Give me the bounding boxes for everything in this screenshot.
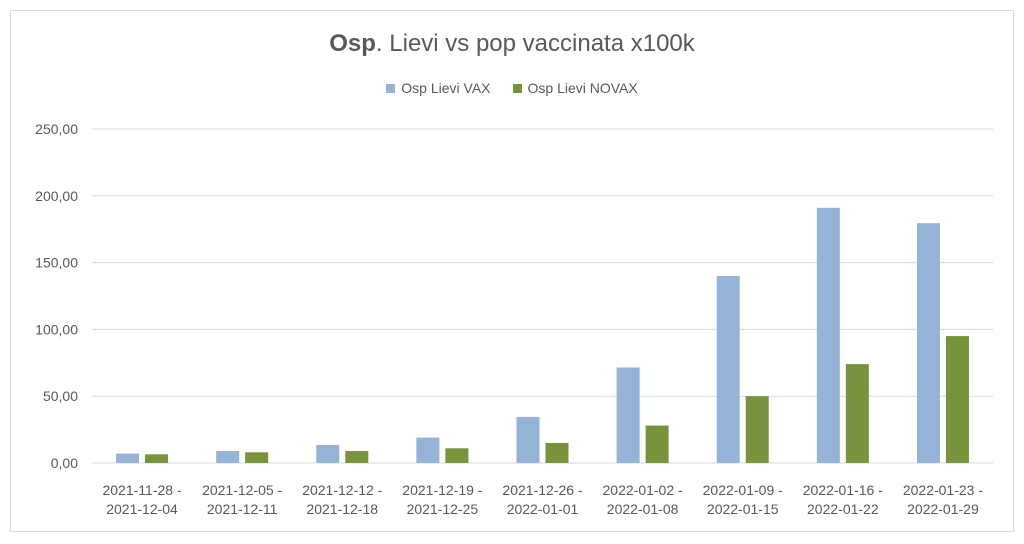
x-tick-label-line2: 2022-01-15: [707, 501, 779, 517]
chart-title-rest: . Lievi vs pop vaccinata x100k: [375, 30, 695, 57]
x-tick-label-line2: 2021-12-18: [306, 501, 378, 517]
y-tick-label: 50,00: [43, 388, 78, 404]
bar-vax: [116, 453, 140, 463]
x-tick-label-line2: 2021-12-11: [207, 501, 278, 517]
x-tick-label-line1: 2022-01-09 -: [703, 482, 784, 498]
bar-vax: [216, 450, 240, 463]
x-tick-label-line1: 2021-12-12 -: [302, 482, 383, 498]
bar-novax: [945, 336, 969, 463]
bar-vax: [916, 223, 940, 463]
bar-vax: [416, 437, 440, 463]
bar-vax: [816, 207, 840, 463]
chart-title-bold: Osp: [329, 30, 376, 57]
x-tick-label-line2: 2021-12-04: [106, 501, 178, 517]
y-tick-label: 200,00: [35, 188, 78, 204]
bar-vax: [516, 416, 540, 463]
chart-legend: Osp Lievi VAX Osp Lievi NOVAX: [0, 80, 1024, 96]
y-tick-label: 150,00: [35, 255, 78, 271]
bar-novax: [145, 454, 169, 463]
legend-swatch-vax: [386, 83, 396, 93]
x-tick-label-line1: 2022-01-23 -: [903, 482, 984, 498]
y-tick-label: 250,00: [35, 121, 78, 137]
legend-label-novax: Osp Lievi NOVAX: [527, 80, 638, 96]
x-tick-label-line1: 2021-12-05 -: [202, 482, 283, 498]
legend-item-vax: Osp Lievi VAX: [386, 80, 491, 96]
x-tick-label-line1: 2022-01-02 -: [603, 482, 684, 498]
x-tick-label-line2: 2022-01-08: [607, 501, 679, 517]
x-tick-label-line1: 2021-11-28 -: [102, 482, 181, 498]
x-tick-label-line1: 2022-01-16 -: [803, 482, 884, 498]
chart-title: Osp. Lievi vs pop vaccinata x100k: [0, 30, 1024, 58]
bar-novax: [545, 442, 569, 463]
y-tick-label: 100,00: [35, 321, 78, 337]
bar-novax: [345, 450, 369, 463]
legend-item-novax: Osp Lievi NOVAX: [512, 80, 638, 96]
bar-novax: [845, 364, 869, 463]
x-tick-label-line2: 2021-12-25: [407, 501, 479, 517]
x-tick-label-line1: 2021-12-26 -: [502, 482, 583, 498]
bar-novax: [245, 452, 269, 463]
bar-novax: [745, 396, 769, 463]
x-tick-label-line2: 2022-01-01: [507, 501, 579, 517]
x-tick-label-line2: 2022-01-22: [807, 501, 879, 517]
bar-vax: [716, 275, 740, 463]
legend-swatch-novax: [512, 83, 522, 93]
bar-novax: [445, 448, 469, 463]
legend-label-vax: Osp Lievi VAX: [401, 80, 491, 96]
y-tick-label: 0,00: [51, 455, 78, 471]
bar-vax: [616, 367, 640, 463]
bar-vax: [316, 444, 340, 463]
bar-novax: [645, 425, 669, 463]
x-tick-label-line2: 2022-01-29: [907, 501, 979, 517]
x-tick-label-line1: 2021-12-19 -: [402, 482, 483, 498]
